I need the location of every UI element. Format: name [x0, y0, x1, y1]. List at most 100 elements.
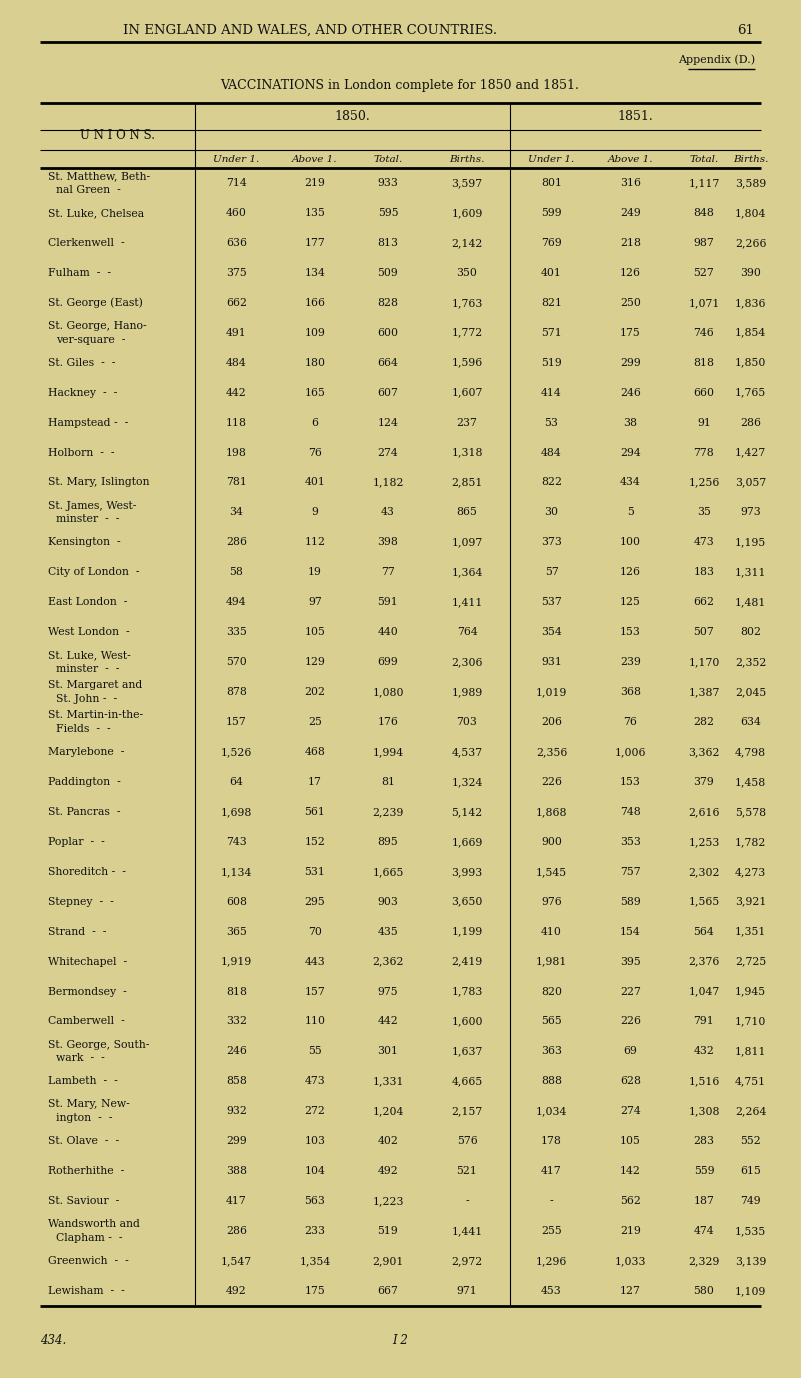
Text: St. James, West-: St. James, West-: [48, 500, 136, 510]
Text: minster  -  -: minster - -: [56, 514, 119, 524]
Text: 91: 91: [697, 418, 711, 427]
Text: 865: 865: [457, 507, 477, 517]
Text: St. Luke, Chelsea: St. Luke, Chelsea: [48, 208, 144, 218]
Text: 746: 746: [694, 328, 714, 338]
Text: 58: 58: [230, 568, 244, 577]
Text: 576: 576: [457, 1137, 477, 1146]
Text: 219: 219: [620, 1226, 641, 1236]
Text: 299: 299: [226, 1137, 247, 1146]
Text: 43: 43: [381, 507, 395, 517]
Text: 1,047: 1,047: [688, 987, 719, 996]
Text: 818: 818: [694, 358, 714, 368]
Text: 2,362: 2,362: [372, 956, 404, 966]
Text: 527: 527: [694, 267, 714, 278]
Text: 365: 365: [226, 926, 247, 937]
Text: Lewisham  -  -: Lewisham - -: [48, 1286, 125, 1297]
Text: 976: 976: [541, 897, 562, 907]
Text: 802: 802: [740, 627, 761, 637]
Text: 226: 226: [541, 777, 562, 787]
Text: 2,266: 2,266: [735, 238, 767, 248]
Text: 973: 973: [740, 507, 761, 517]
Text: 1,782: 1,782: [735, 836, 767, 847]
Text: Total.: Total.: [373, 154, 403, 164]
Text: 1,296: 1,296: [536, 1257, 567, 1266]
Text: 1,351: 1,351: [735, 926, 767, 937]
Text: 1,324: 1,324: [451, 777, 483, 787]
Text: 5: 5: [627, 507, 634, 517]
Text: 250: 250: [620, 298, 641, 307]
Text: 434: 434: [620, 477, 641, 488]
Text: 473: 473: [694, 537, 714, 547]
Text: 1,919: 1,919: [221, 956, 252, 966]
Text: 368: 368: [620, 688, 641, 697]
Text: 19: 19: [308, 568, 322, 577]
Text: 142: 142: [620, 1166, 641, 1177]
Text: 888: 888: [541, 1076, 562, 1086]
Text: 57: 57: [545, 568, 558, 577]
Text: 1,170: 1,170: [688, 657, 719, 667]
Text: wark  -  -: wark - -: [56, 1053, 105, 1064]
Text: 932: 932: [226, 1107, 247, 1116]
Text: 660: 660: [694, 387, 714, 398]
Text: 153: 153: [620, 777, 641, 787]
Text: VACCINATIONS in London complete for 1850 and 1851.: VACCINATIONS in London complete for 1850…: [220, 79, 579, 91]
Text: 6: 6: [312, 418, 319, 427]
Text: 379: 379: [694, 777, 714, 787]
Text: 1,311: 1,311: [735, 568, 767, 577]
Text: St. George (East): St. George (East): [48, 298, 143, 309]
Text: 219: 219: [304, 178, 325, 187]
Text: 748: 748: [620, 808, 641, 817]
Text: 563: 563: [304, 1196, 325, 1206]
Text: 1,596: 1,596: [452, 358, 483, 368]
Text: 1,253: 1,253: [688, 836, 719, 847]
Text: 417: 417: [541, 1166, 562, 1177]
Text: I 2: I 2: [392, 1334, 408, 1346]
Text: 1,134: 1,134: [221, 867, 252, 876]
Text: 246: 246: [226, 1046, 247, 1057]
Text: 537: 537: [541, 597, 562, 608]
Text: 878: 878: [226, 688, 247, 697]
Text: 64: 64: [230, 777, 244, 787]
Text: St. Olave  -  -: St. Olave - -: [48, 1137, 119, 1146]
Text: 233: 233: [304, 1226, 325, 1236]
Text: 175: 175: [620, 328, 641, 338]
Text: 468: 468: [304, 747, 325, 757]
Text: 1,223: 1,223: [372, 1196, 404, 1206]
Text: City of London  -: City of London -: [48, 568, 139, 577]
Text: 801: 801: [541, 178, 562, 187]
Text: St. Mary, New-: St. Mary, New-: [48, 1100, 130, 1109]
Text: Total.: Total.: [690, 154, 718, 164]
Text: 17: 17: [308, 777, 322, 787]
Text: ver-square  -: ver-square -: [56, 335, 126, 344]
Text: Clerkenwell  -: Clerkenwell -: [48, 238, 125, 248]
Text: 591: 591: [377, 597, 398, 608]
Text: Under 1.: Under 1.: [529, 154, 574, 164]
Text: 903: 903: [377, 897, 398, 907]
Text: 600: 600: [377, 328, 399, 338]
Text: 2,376: 2,376: [688, 956, 719, 966]
Text: 595: 595: [378, 208, 398, 218]
Text: 1,698: 1,698: [221, 808, 252, 817]
Text: 274: 274: [377, 448, 398, 457]
Text: St. Pancras  -: St. Pancras -: [48, 808, 120, 817]
Text: 440: 440: [377, 627, 398, 637]
Text: 1,427: 1,427: [735, 448, 766, 457]
Text: 769: 769: [541, 238, 562, 248]
Text: 2,264: 2,264: [735, 1107, 767, 1116]
Text: Strand  -  -: Strand - -: [48, 926, 107, 937]
Text: 1,182: 1,182: [372, 477, 404, 488]
Text: 401: 401: [541, 267, 562, 278]
Text: 494: 494: [226, 597, 247, 608]
Text: Stepney  -  -: Stepney - -: [48, 897, 114, 907]
Text: 1,364: 1,364: [451, 568, 483, 577]
Text: 1,763: 1,763: [451, 298, 483, 307]
Text: 354: 354: [541, 627, 562, 637]
Text: 1,387: 1,387: [688, 688, 719, 697]
Text: 519: 519: [377, 1226, 398, 1236]
Text: 77: 77: [381, 568, 395, 577]
Text: 2,901: 2,901: [372, 1257, 404, 1266]
Text: St. George, South-: St. George, South-: [48, 1039, 149, 1050]
Text: 2,972: 2,972: [452, 1257, 483, 1266]
Text: 401: 401: [304, 477, 325, 488]
Text: 1,318: 1,318: [451, 448, 483, 457]
